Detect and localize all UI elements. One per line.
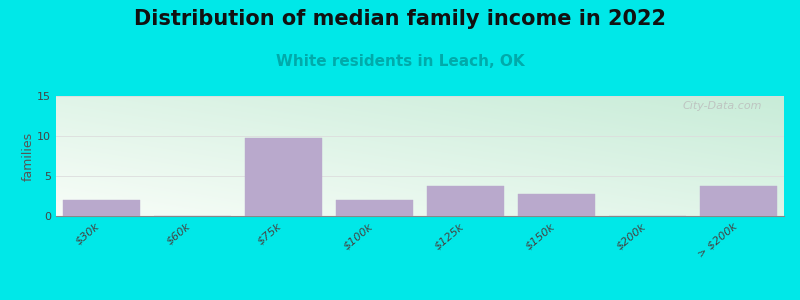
Y-axis label: families: families bbox=[22, 131, 34, 181]
Bar bbox=[427, 186, 504, 216]
Bar bbox=[336, 200, 413, 216]
Text: City-Data.com: City-Data.com bbox=[682, 101, 762, 111]
Bar bbox=[700, 186, 777, 216]
Text: White residents in Leach, OK: White residents in Leach, OK bbox=[276, 54, 524, 69]
Bar bbox=[245, 138, 322, 216]
Bar bbox=[518, 194, 595, 216]
Text: Distribution of median family income in 2022: Distribution of median family income in … bbox=[134, 9, 666, 29]
Bar bbox=[63, 200, 140, 216]
